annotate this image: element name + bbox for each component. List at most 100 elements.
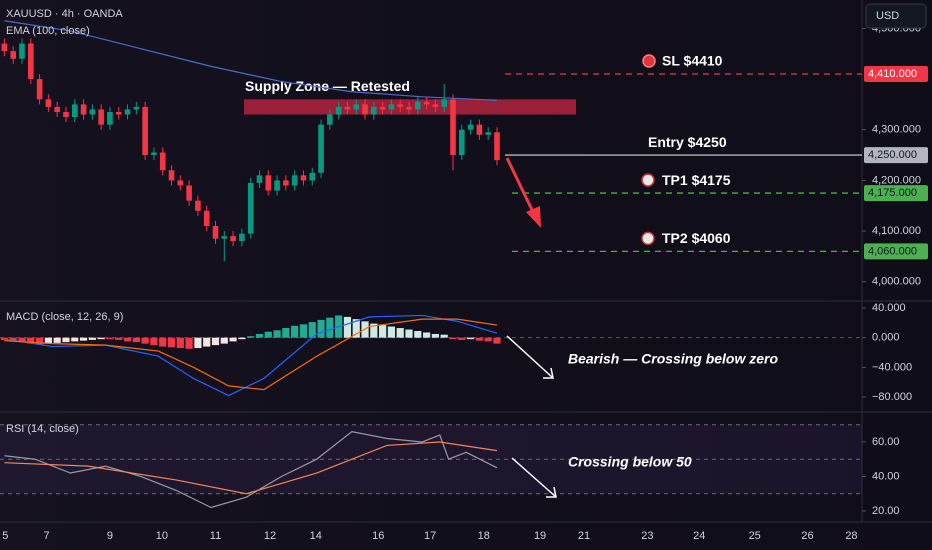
candle-body bbox=[371, 106, 377, 115]
level-icon bbox=[641, 173, 655, 187]
histogram-bar bbox=[308, 322, 316, 338]
histogram-bar bbox=[449, 337, 457, 340]
candle-body bbox=[265, 175, 272, 191]
histogram-bar bbox=[414, 331, 422, 338]
candle-body bbox=[19, 43, 25, 59]
level-icon bbox=[641, 231, 655, 246]
histogram-bar bbox=[203, 337, 211, 347]
candle-body bbox=[353, 104, 360, 110]
ema-line bbox=[4, 20, 497, 101]
histogram-bar bbox=[194, 337, 202, 349]
x-tick-label: 14 bbox=[310, 530, 322, 542]
x-tick-label: 12 bbox=[264, 530, 276, 542]
histogram-bar bbox=[97, 337, 105, 340]
candle-body bbox=[221, 236, 228, 239]
histogram-bar bbox=[71, 337, 79, 342]
arrow bbox=[505, 157, 541, 228]
histogram-bar bbox=[458, 337, 466, 340]
currency-label: USD bbox=[876, 10, 899, 22]
candle-body bbox=[327, 114, 333, 125]
histogram-bar bbox=[123, 337, 132, 342]
histogram-bar bbox=[79, 337, 88, 341]
candle-body bbox=[362, 104, 368, 115]
histogram-bar bbox=[317, 319, 325, 338]
y-tick-label: 60.00 bbox=[872, 436, 900, 448]
arrow bbox=[506, 335, 557, 498]
candle-body bbox=[318, 124, 324, 173]
candle-body bbox=[115, 111, 122, 115]
candle-body bbox=[159, 152, 166, 171]
candle-body bbox=[450, 99, 456, 156]
price-tag bbox=[864, 185, 928, 202]
candle-body bbox=[151, 152, 157, 156]
plot: 4,000.0004,100.0004,200.0004,300.0004,50… bbox=[0, 20, 928, 542]
level-label: TP1 $4175 bbox=[662, 172, 731, 188]
annotation: Bearish — Crossing below zero bbox=[568, 351, 778, 367]
x-tick-label: 28 bbox=[845, 530, 857, 542]
y-tick-label: 40.00 bbox=[872, 470, 900, 482]
x-tick-label: 23 bbox=[641, 530, 653, 542]
candle-body bbox=[195, 200, 201, 211]
candle-body bbox=[212, 226, 219, 239]
histogram-bar bbox=[326, 317, 334, 338]
candle-body bbox=[142, 106, 148, 156]
histogram-bar bbox=[27, 337, 35, 344]
y-tick-label: 4,200.000 bbox=[872, 174, 921, 186]
candle-body bbox=[45, 99, 52, 107]
level-label: TP2 $4060 bbox=[662, 230, 731, 246]
candle-body bbox=[300, 175, 307, 181]
candle-body bbox=[186, 185, 192, 201]
price-tag bbox=[864, 243, 928, 260]
candle-body bbox=[107, 111, 113, 125]
histogram-bar bbox=[352, 319, 360, 338]
histogram-bar bbox=[53, 337, 61, 343]
line bbox=[4, 430, 498, 509]
x-tick-label: 18 bbox=[478, 530, 490, 542]
y-tick-label: 4,100.000 bbox=[872, 225, 921, 237]
indicator-title: EMA (100, close) bbox=[6, 25, 90, 37]
candle-body bbox=[133, 106, 140, 110]
histogram-bar bbox=[405, 329, 413, 338]
price-tag bbox=[864, 65, 928, 82]
indicator-title: MACD (close, 12, 26, 9) bbox=[6, 311, 123, 323]
candle-body bbox=[485, 132, 491, 135]
candle-body bbox=[10, 51, 16, 59]
candle-body bbox=[379, 106, 386, 110]
y-tick-label: −40.000 bbox=[872, 361, 912, 373]
annotation: Crossing below 50 bbox=[568, 454, 692, 470]
candle-body bbox=[168, 170, 175, 181]
candle-body bbox=[388, 104, 395, 110]
candle-body bbox=[177, 180, 184, 186]
histogram-bar bbox=[343, 316, 352, 338]
line bbox=[4, 318, 498, 391]
x-tick-label: 24 bbox=[693, 530, 705, 542]
histogram-bar bbox=[255, 333, 264, 338]
histogram-bar bbox=[387, 326, 396, 338]
histogram-bar bbox=[176, 337, 184, 349]
x-tick-label: 17 bbox=[424, 530, 436, 542]
level-icon bbox=[642, 54, 656, 68]
histogram-bar bbox=[282, 328, 290, 338]
histogram-bar bbox=[466, 337, 475, 340]
histogram-bar bbox=[370, 323, 378, 338]
histogram-bar bbox=[379, 325, 387, 338]
histogram-bar bbox=[115, 337, 123, 340]
y-tick-label: 4,000.000 bbox=[872, 276, 921, 288]
candle-body bbox=[441, 99, 447, 107]
candle-body bbox=[274, 180, 280, 191]
x-tick-label: 16 bbox=[372, 530, 384, 542]
x-tick-label: 5 bbox=[2, 530, 8, 542]
candle-body bbox=[309, 172, 316, 181]
currency-button[interactable] bbox=[865, 3, 927, 29]
histogram-bar bbox=[484, 337, 492, 342]
x-tick-label: 9 bbox=[107, 530, 113, 542]
histogram-bar bbox=[62, 337, 70, 343]
candle-body bbox=[467, 124, 474, 130]
price-tag-label: 4,060.000 bbox=[868, 245, 917, 257]
candle-body bbox=[124, 109, 131, 115]
candle-body bbox=[98, 109, 104, 125]
y-tick-label: 20.00 bbox=[872, 505, 900, 517]
x-tick-label: 25 bbox=[749, 530, 761, 542]
y-tick-label: 0.000 bbox=[872, 332, 900, 344]
candle-body bbox=[423, 101, 430, 105]
